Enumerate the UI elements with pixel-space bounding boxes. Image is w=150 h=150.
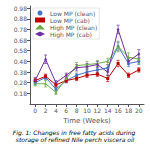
svg-text:0.88: 0.88 <box>14 15 28 22</box>
svg-text:0: 0 <box>33 107 37 114</box>
svg-text:10: 10 <box>83 107 91 114</box>
svg-text:0.98: 0.98 <box>14 5 28 12</box>
svg-text:Low MP (clean): Low MP (clean) <box>50 10 95 17</box>
svg-text:storage of refined Nile perch: storage of refined Nile perch viscera oi… <box>16 136 135 144</box>
svg-text:0.48: 0.48 <box>14 58 28 65</box>
svg-text:Time (Weeks): Time (Weeks) <box>62 117 111 125</box>
svg-text:6: 6 <box>64 107 68 114</box>
svg-text:4: 4 <box>54 107 58 114</box>
svg-text:2: 2 <box>44 107 48 114</box>
svg-text:0.38: 0.38 <box>14 69 28 76</box>
svg-text:14: 14 <box>104 107 112 114</box>
svg-text:Fig. 1: Changes in free fatty: Fig. 1: Changes in free fatty acids duri… <box>12 129 138 136</box>
svg-text:8: 8 <box>75 107 79 114</box>
svg-text:0.68: 0.68 <box>14 37 28 44</box>
svg-text:0.78: 0.78 <box>14 26 28 33</box>
svg-text:20: 20 <box>135 107 143 114</box>
svg-text:Low MP (cab): Low MP (cab) <box>50 17 90 24</box>
svg-text:0.18: 0.18 <box>14 90 28 97</box>
svg-text:18: 18 <box>125 107 133 114</box>
svg-text:16: 16 <box>114 107 122 114</box>
svg-text:12: 12 <box>94 107 102 114</box>
svg-text:0.28: 0.28 <box>14 79 28 86</box>
svg-text:0.58: 0.58 <box>14 47 28 54</box>
svg-text:High MP (clean): High MP (clean) <box>50 23 98 31</box>
svg-text:High MP (cab): High MP (cab) <box>50 31 92 39</box>
